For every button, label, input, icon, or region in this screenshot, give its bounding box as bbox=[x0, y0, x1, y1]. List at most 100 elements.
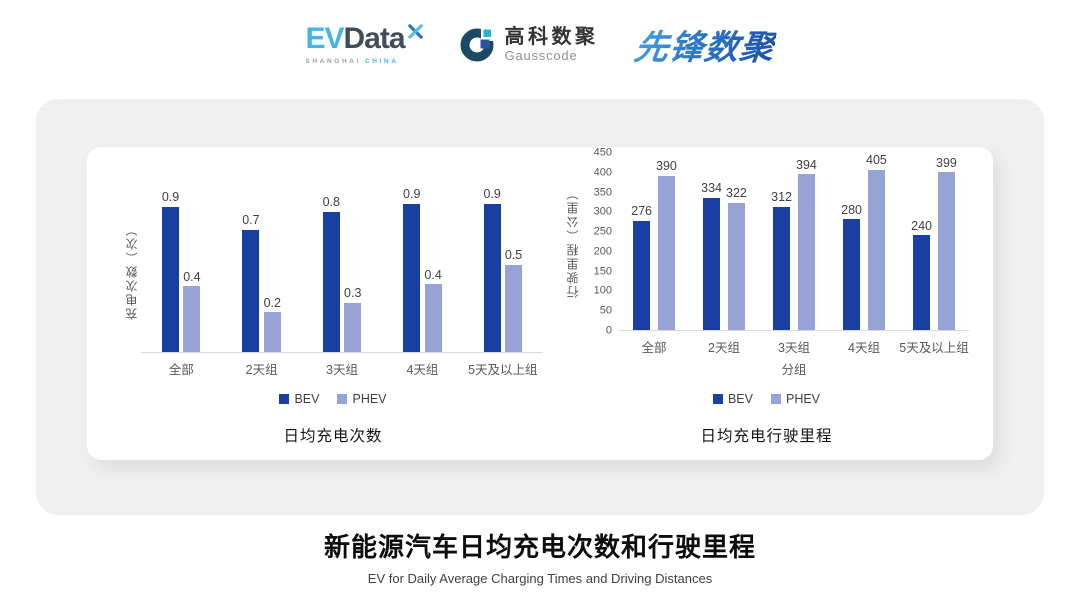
y-axis-label: 充电次数（次） bbox=[125, 221, 139, 320]
bar-with-label: 0.9 bbox=[162, 188, 179, 352]
bar-bev bbox=[773, 206, 791, 330]
x-axis-area: 全部 2天组 3天组 4天组 5天及以上组 分组 bbox=[564, 331, 969, 378]
category-label: 5天及以上组 bbox=[468, 363, 538, 377]
data-label: 405 bbox=[866, 153, 887, 168]
data-label: 276 bbox=[631, 204, 652, 219]
plot-area: 充电次数（次） 0.9 0.4 0.7 0.2 0.8 0.3 0.9 0.4 0.9 0.5 bbox=[123, 188, 543, 353]
y-tick-label: 50 bbox=[599, 304, 612, 317]
bar-with-label: 0.4 bbox=[424, 188, 442, 352]
evdata-tagline: SHANGHAI CHINA bbox=[305, 58, 423, 65]
bar-with-label: 0.5 bbox=[505, 188, 522, 352]
bar-with-label: 0.2 bbox=[264, 188, 281, 352]
bar-with-label: 280 bbox=[841, 153, 862, 330]
category-label: 2天组 bbox=[708, 341, 740, 355]
bar-phev bbox=[797, 174, 815, 330]
bar-with-label: 334 bbox=[701, 153, 722, 330]
y-tick-label: 150 bbox=[593, 265, 612, 278]
evdata-data-text: Data bbox=[343, 22, 406, 55]
bar-with-label: 399 bbox=[936, 153, 957, 330]
category-label: 全部 bbox=[641, 341, 667, 355]
bar-bev bbox=[633, 220, 651, 330]
y-tick-label: 100 bbox=[593, 284, 612, 297]
bar-with-label: 394 bbox=[796, 153, 817, 330]
legend-label: BEV bbox=[727, 392, 753, 406]
bar-group: 312 394 bbox=[759, 153, 829, 330]
xianfeng-wordmark: 先锋数聚 bbox=[631, 20, 778, 69]
bar-bev bbox=[322, 211, 340, 352]
y-tick-label: 250 bbox=[593, 225, 612, 238]
figure-title: 新能源汽车日均充电次数和行驶里程 bbox=[323, 532, 756, 562]
bar-group: 276 390 bbox=[619, 153, 689, 330]
gausscode-logo: 高科数聚 Gausscode bbox=[460, 26, 599, 63]
bar-group: 0.9 0.4 bbox=[382, 188, 462, 352]
category-label: 全部 bbox=[168, 363, 194, 377]
bar-with-label: 276 bbox=[631, 153, 652, 330]
legend-swatch bbox=[279, 394, 290, 404]
chart-title: 日均充电行驶里程 bbox=[700, 428, 833, 445]
data-label: 0.3 bbox=[344, 286, 362, 300]
plot-grid: 276 390 334 322 312 394 280 405 240 399 bbox=[619, 153, 969, 331]
bar-group: 0.7 0.2 bbox=[221, 188, 301, 352]
bar-with-label: 405 bbox=[866, 153, 887, 330]
bar-bev bbox=[242, 229, 260, 352]
gausscode-wordmark: 高科数聚 Gausscode bbox=[505, 26, 599, 63]
y-tick-label: 400 bbox=[593, 166, 612, 179]
data-label: 0.4 bbox=[424, 267, 442, 282]
category-label: 5天及以上组 bbox=[899, 341, 969, 355]
legend-item-bev: BEV bbox=[279, 392, 319, 406]
data-label: 322 bbox=[726, 186, 747, 201]
bar-group: 240 399 bbox=[899, 153, 969, 330]
y-tick-label: 300 bbox=[593, 205, 612, 218]
legend-item-phev: PHEV bbox=[337, 392, 387, 406]
y-tick-label: 350 bbox=[593, 186, 612, 199]
data-label: 399 bbox=[936, 155, 957, 170]
bar-group: 280 405 bbox=[829, 153, 899, 330]
y-tick-label: 0 bbox=[605, 324, 612, 337]
legend-label: PHEV bbox=[352, 392, 387, 406]
category-labels: 全部 2天组 3天组 4天组 5天及以上组 bbox=[141, 353, 543, 378]
bar-phev bbox=[263, 312, 281, 352]
bar-with-label: 0.8 bbox=[323, 188, 340, 352]
legend-label: PHEV bbox=[785, 392, 821, 406]
bar-group: 334 322 bbox=[689, 153, 759, 330]
evdata-pinwheel-icon bbox=[407, 24, 423, 39]
figure-caption: 新能源汽车日均充电次数和行驶里程 EV for Daily Average Ch… bbox=[0, 527, 1080, 586]
legend-item-bev: BEV bbox=[712, 392, 753, 406]
gausscode-icon bbox=[460, 26, 496, 62]
bar-bev bbox=[403, 203, 421, 352]
bar-bev bbox=[843, 219, 861, 330]
data-label: 394 bbox=[796, 157, 817, 172]
bar-phev bbox=[344, 302, 362, 352]
category-labels: 全部 2天组 3天组 4天组 5天及以上组 bbox=[619, 331, 969, 356]
bar-with-label: 240 bbox=[911, 153, 932, 330]
bar-with-label: 322 bbox=[726, 153, 747, 330]
bar-bev bbox=[483, 203, 501, 352]
bar-phev bbox=[727, 202, 745, 330]
bar-bev bbox=[913, 235, 931, 330]
charts-card: 充电次数（次） 0.9 0.4 0.7 0.2 0.8 0.3 0.9 0.4 0.9 0.5 全部 2… bbox=[87, 147, 993, 460]
data-label: 0.5 bbox=[504, 248, 523, 263]
bar-group: 0.8 0.3 bbox=[302, 188, 382, 352]
data-label: 390 bbox=[656, 159, 677, 174]
bar-phev bbox=[657, 175, 675, 330]
category-label: 2天组 bbox=[245, 363, 278, 377]
bar-phev bbox=[424, 284, 442, 352]
chart-daily-charging-times: 充电次数（次） 0.9 0.4 0.7 0.2 0.8 0.3 0.9 0.4 0.9 0.5 全部 2… bbox=[123, 188, 543, 446]
data-label: 312 bbox=[771, 190, 792, 205]
data-label: 0.7 bbox=[242, 213, 260, 228]
evdata-logo: EV Data SHANGHAI CHINA bbox=[305, 24, 423, 65]
y-axis-label: 行驶里程（公里） bbox=[566, 186, 580, 298]
evdata-tagline-shanghai: SHANGHAI bbox=[305, 58, 361, 65]
bar-with-label: 390 bbox=[656, 153, 677, 330]
data-label: 0.8 bbox=[322, 195, 341, 210]
data-label: 0.4 bbox=[183, 269, 201, 284]
bar-phev bbox=[505, 264, 523, 352]
bar-bev bbox=[162, 206, 179, 352]
evdata-wordmark: EV Data bbox=[305, 24, 423, 54]
plot-grid: 0.9 0.4 0.7 0.2 0.8 0.3 0.9 0.4 0.9 0.5 bbox=[141, 188, 543, 353]
chart-title: 日均充电次数 bbox=[283, 428, 383, 445]
category-label: 3天组 bbox=[326, 363, 358, 377]
gausscode-chinese-name: 高科数聚 bbox=[504, 25, 599, 48]
data-label: 0.2 bbox=[263, 295, 281, 310]
x-axis-area: 全部 2天组 3天组 4天组 5天及以上组 bbox=[123, 353, 543, 378]
